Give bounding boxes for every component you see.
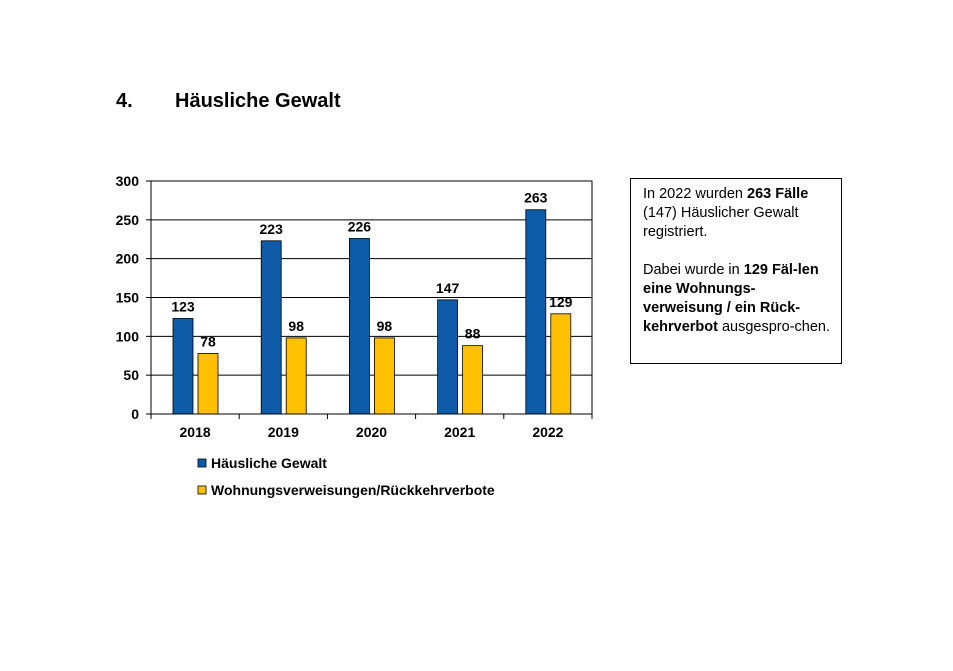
info-p2-run-2: ausgespro-chen. — [717, 319, 830, 335]
x-tick-label-2019: 2019 — [268, 424, 299, 440]
x-tick-label-2020: 2020 — [356, 424, 387, 440]
y-tick-label-0: 0 — [131, 406, 139, 422]
section-number: 4. — [116, 90, 133, 112]
x-tick-label-2018: 2018 — [180, 424, 211, 440]
y-tick-label-250: 250 — [116, 212, 140, 228]
y-tick-label-100: 100 — [116, 328, 140, 344]
y-tick-label-150: 150 — [116, 290, 140, 306]
x-tick-label-2021: 2021 — [444, 424, 475, 440]
info-p1-run-0: In 2022 wurden — [643, 186, 747, 202]
y-tick-label-300: 300 — [116, 173, 140, 189]
bar-0-2018 — [172, 318, 194, 415]
legend-swatch-0 — [197, 458, 207, 468]
info-box: In 2022 wurden 263 Fälle (147) Häusliche… — [630, 178, 842, 364]
bar-1-2019 — [285, 337, 307, 415]
data-label-1-2019: 98 — [288, 318, 304, 334]
bar-0-2021 — [437, 299, 459, 415]
data-label-0-2021: 147 — [436, 280, 460, 296]
data-label-0-2019: 223 — [260, 221, 284, 237]
x-tick-label-2022: 2022 — [532, 424, 563, 440]
legend-label-1: Wohnungsverweisungen/Rückkehrverbote — [211, 482, 495, 498]
y-tick-label-50: 50 — [123, 367, 139, 383]
info-p2-run-1: 129 Fäl-len eine Wohnungs-verweisung / e… — [643, 262, 819, 335]
bar-1-2020 — [373, 337, 395, 415]
data-label-1-2021: 88 — [465, 326, 481, 342]
bar-1-2021 — [462, 345, 484, 415]
data-label-0-2022: 263 — [524, 190, 548, 206]
bar-0-2022 — [525, 209, 547, 415]
data-label-1-2022: 129 — [549, 294, 573, 310]
info-p1-run-1: 263 Fälle — [747, 186, 809, 202]
data-label-1-2020: 98 — [377, 318, 393, 334]
bar-1-2018 — [197, 353, 219, 415]
info-p2-run-0: Dabei wurde in — [643, 262, 744, 278]
section-heading: 4. Häusliche Gewalt — [116, 90, 341, 113]
info-p1-run-2: (147) Häuslicher Gewalt registriert. — [643, 205, 799, 240]
info-paragraph-cases: In 2022 wurden 263 Fälle (147) Häusliche… — [643, 185, 831, 242]
info-paragraph-expulsions: Dabei wurde in 129 Fäl-len eine Wohnungs… — [643, 261, 831, 337]
section-title: Häusliche Gewalt — [175, 90, 341, 112]
data-label-1-2018: 78 — [200, 333, 216, 349]
bar-1-2022 — [550, 313, 572, 415]
legend-label-0: Häusliche Gewalt — [211, 455, 327, 471]
data-label-0-2018: 123 — [171, 298, 195, 314]
bar-0-2020 — [348, 238, 370, 415]
legend-swatch-1 — [197, 485, 207, 495]
data-label-0-2020: 226 — [348, 218, 372, 234]
y-tick-label-200: 200 — [116, 251, 140, 267]
bar-0-2019 — [260, 240, 282, 415]
